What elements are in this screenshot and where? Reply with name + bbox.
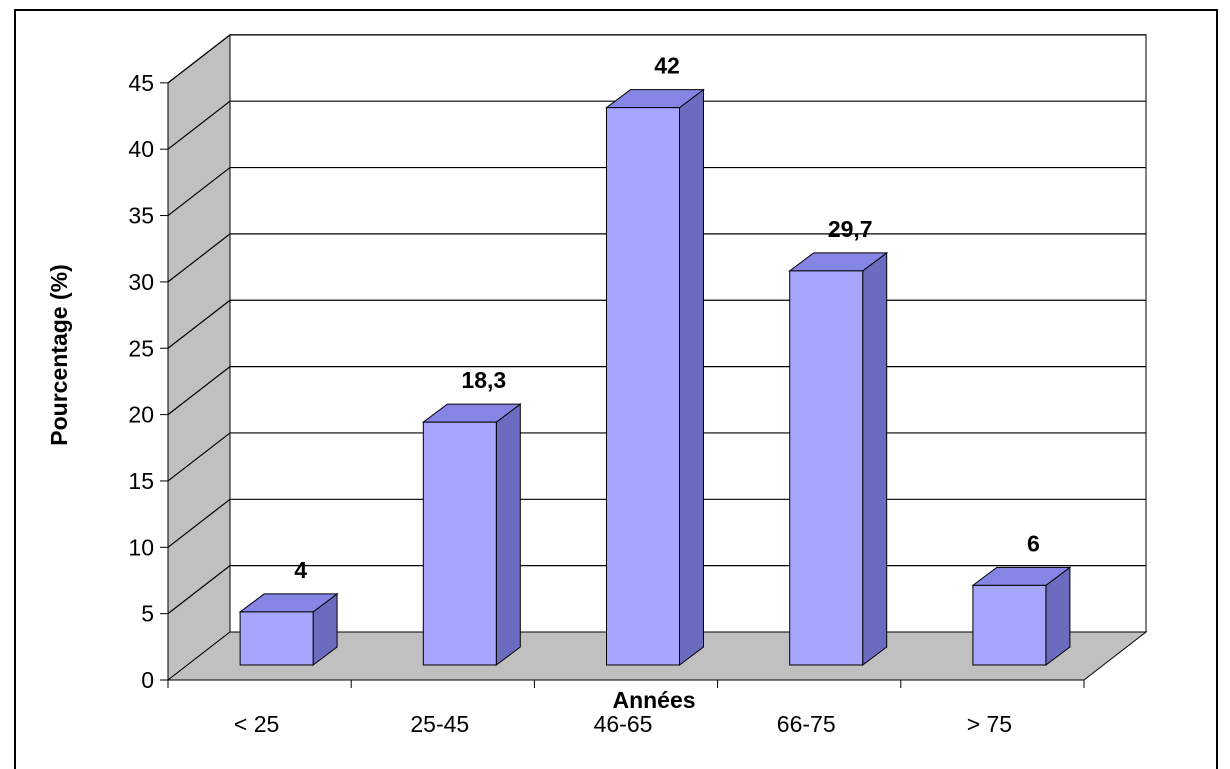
gridline-diagonal [167, 565, 231, 615]
bar-front [422, 421, 497, 666]
bar [605, 88, 705, 666]
x-tick-label: > 75 [967, 711, 1012, 737]
bar [238, 592, 339, 666]
bar [788, 251, 889, 666]
data-labels: 4 18,3 42 29,7 6 [294, 53, 1040, 583]
bar-side [679, 88, 704, 666]
y-axis-label: Pourcentage (%) [46, 264, 72, 445]
data-label: 6 [1027, 530, 1040, 556]
y-tick-label: 15 [128, 468, 154, 494]
y-tick-label: 45 [128, 70, 154, 96]
y-tick-label: 0 [141, 667, 154, 693]
y-tick-label: 35 [128, 203, 154, 229]
bar-side [495, 403, 521, 666]
gridline-diagonal [167, 366, 231, 416]
gridline-diagonal [167, 34, 231, 84]
bar-front [606, 107, 680, 666]
y-tick-label: 20 [128, 402, 154, 428]
bars [238, 88, 1072, 666]
gridline-diagonal [167, 233, 231, 283]
y-tick-labels: 0 5 10 15 20 25 30 35 40 45 [128, 70, 154, 693]
bar-front [789, 270, 864, 666]
bar-front [972, 584, 1047, 666]
bar [971, 566, 1072, 666]
gridline-diagonal [167, 100, 231, 150]
gridline-diagonal [167, 167, 231, 217]
bar-side [862, 251, 888, 666]
side-wall [167, 33, 231, 682]
y-tick-label: 25 [128, 335, 154, 361]
y-tick-label: 5 [141, 601, 154, 627]
x-tick-label: < 25 [234, 711, 279, 737]
data-label: 18,3 [461, 367, 506, 393]
y-tick-label: 30 [128, 269, 154, 295]
gridline-diagonal [167, 498, 231, 548]
data-label: 29,7 [828, 216, 873, 242]
data-label: 4 [294, 557, 307, 583]
bar-front [239, 611, 314, 666]
x-tick-label: 66-75 [777, 711, 836, 737]
y-tick-label: 10 [128, 534, 154, 560]
x-tick-label: 46-65 [594, 711, 653, 737]
x-tick-label: 25-45 [410, 711, 469, 737]
gridline-diagonal [167, 432, 231, 482]
x-tick-labels: < 25 25-45 46-65 66-75 > 75 [234, 711, 1012, 737]
x-axis-label: Années [612, 687, 695, 713]
bar [421, 403, 522, 666]
gridline-diagonal [167, 299, 231, 349]
data-label: 42 [654, 53, 680, 79]
y-tick-label: 40 [128, 136, 154, 162]
